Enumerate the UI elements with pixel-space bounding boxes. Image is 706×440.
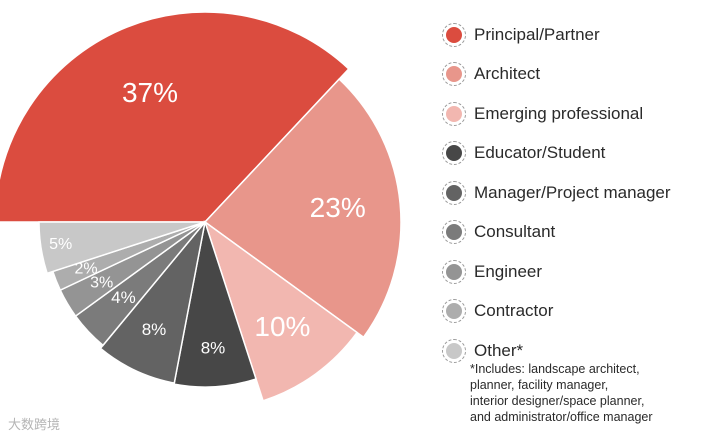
legend-swatch-ring [442,180,466,205]
legend-swatch-ring [442,220,466,245]
legend-label: Consultant [474,222,556,242]
slice-label-4: 8% [142,320,167,339]
legend-label: Other* [474,340,524,360]
legend-swatch [446,66,462,83]
legend-label: Manager/Project manager [474,182,671,202]
legend-swatch-ring [442,299,466,324]
legend-swatch [446,145,462,162]
legend-label: Emerging professional [474,103,644,123]
pie-slice-4 [99,221,206,384]
legend-swatch-ring [442,62,466,87]
pie-slice-8 [38,221,206,275]
legend-swatch-ring [442,22,466,47]
legend-item-4: Manager/Project manager [442,173,704,213]
footnote: *Includes: landscape architect, planner,… [470,361,702,425]
legend-item-7: Contractor [442,292,704,332]
legend-swatch-ring [442,101,466,126]
legend-swatch [446,303,462,320]
legend-label: Engineer [474,261,543,281]
legend-swatch-ring [442,141,466,166]
legend-swatch [446,26,462,43]
slice-label-0: 37% [122,77,178,108]
pie-slice-2 [203,220,359,402]
legend-swatch [446,342,462,359]
legend-item-6: Engineer [442,252,704,292]
slice-label-8: 5% [49,236,72,253]
legend-swatch [446,184,462,201]
legend-label: Principal/Partner [474,24,600,44]
slice-label-6: 3% [90,274,113,291]
watermark: 大数跨境 [8,414,60,433]
slice-label-3: 8% [201,338,226,357]
legend-label: Contractor [474,301,554,321]
legend-swatch [446,263,462,280]
slice-label-5: 4% [111,288,136,307]
pie-slice-0 [0,11,350,223]
pie-slice-1 [203,78,402,339]
pie-chart: 37% 23% 10% 8% 8% 4%3%2%5% [0,11,402,402]
legend-swatch [446,224,462,241]
legend-swatch [446,105,462,122]
slice-label-1: 23% [310,192,366,223]
footnote-line: planner, facility manager, [470,378,609,392]
pie-slice-3 [173,221,257,388]
slice-label-7: 2% [74,260,97,277]
legend-item-0: Principal/Partner [442,15,704,55]
legend: Principal/Partner Architect Emerging profe… [442,15,704,371]
legend-swatch-ring [442,259,466,284]
footnote-line: interior designer/space planner, [470,394,645,408]
legend-item-1: Architect [442,55,704,95]
legend-label: Educator/Student [474,143,606,163]
legend-item-3: Educator/Student [442,134,704,174]
watermark-text: 大数跨境 [8,418,61,433]
footnote-line: and administrator/office manager [470,410,653,424]
slice-label-2: 10% [254,311,310,342]
footnote-line: *Includes: landscape architect, [470,362,640,376]
legend-swatch-ring [442,338,466,363]
legend-item-8: Other* [442,331,704,371]
legend-item-5: Consultant [442,213,704,253]
legend-item-2: Emerging professional [442,94,704,134]
legend-label: Architect [474,64,541,84]
